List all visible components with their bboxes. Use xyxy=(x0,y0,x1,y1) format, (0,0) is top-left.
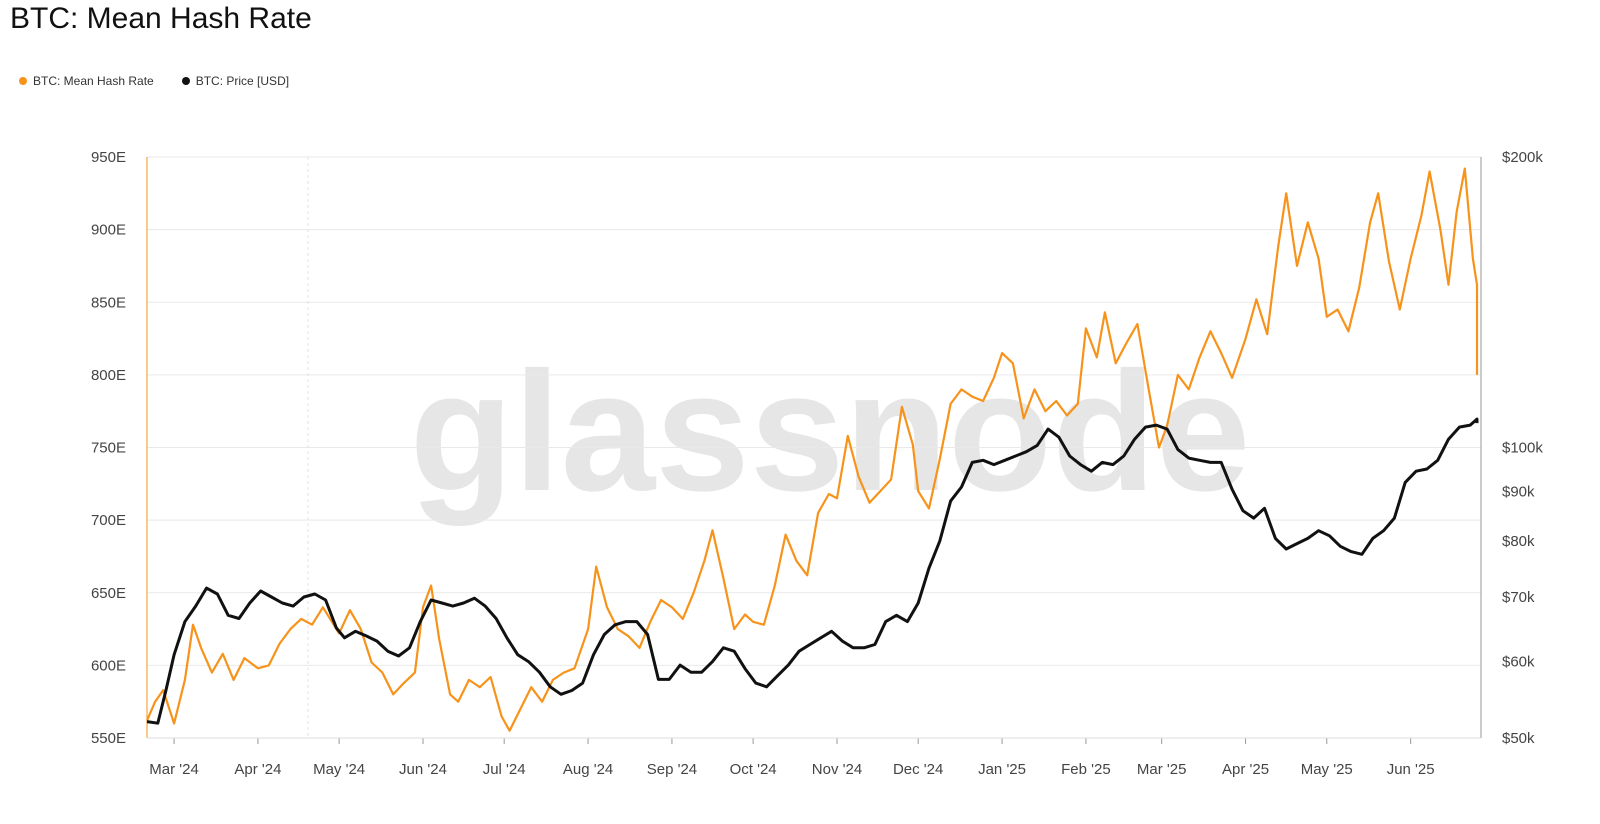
legend-item-hash-rate[interactable]: BTC: Mean Hash Rate xyxy=(19,74,154,88)
x-tick-label: Sep '24 xyxy=(647,761,697,778)
x-tick-label: May '25 xyxy=(1301,761,1353,778)
x-tick-label: Jan '25 xyxy=(978,761,1026,778)
legend-item-price[interactable]: BTC: Price [USD] xyxy=(181,74,290,88)
x-tick-label: May '24 xyxy=(313,761,365,778)
legend-hash-rate-label: BTC: Mean Hash Rate xyxy=(33,74,154,88)
tick-labels: 550E 600E 650E 700E 750E 800E 850E 900E 950E $50k… xyxy=(91,149,1543,778)
x-tick-label: Aug '24 xyxy=(563,761,613,778)
legend-price-marker xyxy=(181,77,190,85)
x-tick-label: Nov '24 xyxy=(812,761,862,778)
y-left-tick-label: 950E xyxy=(91,149,126,166)
y-left-tick-label: 550E xyxy=(91,730,126,747)
y-right-tick-label: $100k xyxy=(1502,440,1543,457)
chart-title: BTC: Mean Hash Rate xyxy=(10,2,312,35)
y-left-tick-label: 800E xyxy=(91,367,126,384)
y-right-tick-label: $50k xyxy=(1502,730,1535,747)
x-tick-label: Apr '24 xyxy=(234,761,281,778)
x-tick-label: Feb '25 xyxy=(1061,761,1111,778)
y-left-tick-label: 700E xyxy=(91,512,126,529)
x-tick-label: Jun '25 xyxy=(1387,761,1435,778)
y-right-tick-label: $90k xyxy=(1502,484,1535,501)
y-left-tick-label: 750E xyxy=(91,440,126,457)
gridlines xyxy=(147,156,1481,739)
legend-price-label: BTC: Price [USD] xyxy=(195,74,290,88)
y-right-tick-label: $200k xyxy=(1502,149,1543,166)
x-tick-label: Jul '24 xyxy=(483,761,526,778)
y-left-tick-label: 900E xyxy=(91,222,126,239)
y-right-tick-label: $80k xyxy=(1502,533,1535,550)
y-left-tick-label: 850E xyxy=(91,294,126,311)
x-tick-label: Jun '24 xyxy=(399,761,447,778)
x-tick-label: Mar '25 xyxy=(1137,761,1187,778)
x-tick-label: Mar '24 xyxy=(149,761,199,778)
y-left-tick-label: 650E xyxy=(91,585,126,602)
y-right-tick-label: $60k xyxy=(1502,654,1535,671)
x-tick-label: Apr '25 xyxy=(1222,761,1269,778)
y-left-tick-label: 600E xyxy=(91,657,126,674)
hash-rate-line xyxy=(145,167,1479,732)
x-tick-label: Dec '24 xyxy=(893,761,943,778)
price-line xyxy=(146,417,1479,725)
watermark: glassnode xyxy=(410,337,1251,527)
x-tick-label: Oct '24 xyxy=(730,761,777,778)
legend-hash-rate-marker xyxy=(19,77,27,85)
legend: BTC: Mean Hash Rate BTC: Price [USD] xyxy=(19,74,289,88)
axes xyxy=(146,157,1482,744)
y-right-tick-label: $70k xyxy=(1502,589,1535,606)
